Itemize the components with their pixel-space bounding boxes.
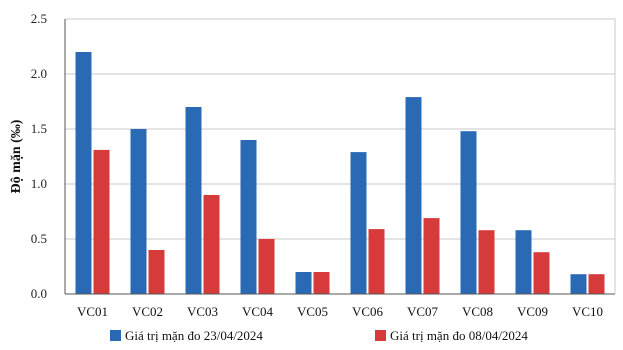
axes: 0.0 0.5 1.0 1.5 2.0 2.5 VC01 VC02 VC03 VC04 VC05 VC… bbox=[31, 11, 616, 319]
bar-vc07-series-1 bbox=[405, 97, 422, 294]
y-tick-label: 2.5 bbox=[31, 11, 47, 26]
bar-vc04-series-2 bbox=[258, 239, 275, 294]
x-tick-label: VC04 bbox=[242, 304, 274, 319]
bar-vc09-series-2 bbox=[533, 252, 550, 294]
x-tick-label: VC08 bbox=[462, 304, 493, 319]
x-tick-label: VC09 bbox=[517, 304, 548, 319]
y-tick-label: 1.0 bbox=[31, 176, 47, 191]
bar-vc05-series-2 bbox=[313, 272, 330, 294]
x-tick-label: VC07 bbox=[407, 304, 439, 319]
y-tick-label: 0.0 bbox=[31, 286, 47, 301]
bar-vc09-series-1 bbox=[515, 230, 532, 294]
x-tick-label: VC06 bbox=[352, 304, 384, 319]
y-tick-label: 2.0 bbox=[31, 66, 47, 81]
bar-vc01-series-1 bbox=[75, 52, 92, 294]
y-tick-label: 1.5 bbox=[31, 121, 47, 136]
x-tick-label: VC02 bbox=[132, 304, 163, 319]
bar-vc10-series-2 bbox=[588, 274, 605, 294]
x-tick-label: VC05 bbox=[297, 304, 328, 319]
bars bbox=[75, 52, 605, 294]
bar-vc03-series-1 bbox=[185, 107, 202, 294]
bar-vc03-series-2 bbox=[203, 195, 220, 294]
legend-swatch-series-1 bbox=[110, 330, 121, 341]
bar-vc01-series-2 bbox=[93, 149, 110, 294]
bar-vc06-series-1 bbox=[350, 152, 367, 294]
bar-vc07-series-2 bbox=[423, 218, 440, 294]
y-tick-label: 0.5 bbox=[31, 231, 47, 246]
bar-vc10-series-1 bbox=[570, 274, 587, 294]
x-tick-label: VC10 bbox=[572, 304, 603, 319]
bar-vc05-series-1 bbox=[295, 272, 312, 294]
bar-vc04-series-1 bbox=[240, 140, 257, 294]
legend-label-series-1: Giá trị mặn đo 23/04/2024 bbox=[125, 328, 263, 343]
bar-vc02-series-2 bbox=[148, 250, 165, 294]
bar-vc02-series-1 bbox=[130, 129, 147, 294]
bar-vc08-series-1 bbox=[460, 131, 477, 294]
legend-swatch-series-2 bbox=[375, 330, 386, 341]
bar-vc06-series-2 bbox=[368, 229, 385, 294]
y-axis-label: Độ mặn (‰) bbox=[9, 119, 24, 193]
grid-lines bbox=[65, 18, 615, 240]
bar-vc08-series-2 bbox=[478, 230, 495, 294]
legend-label-series-2: Giá trị mặn đo 08/04/2024 bbox=[390, 328, 528, 343]
legend: Giá trị mặn đo 23/04/2024 Giá trị mặn đo … bbox=[110, 328, 528, 343]
x-tick-label: VC01 bbox=[77, 304, 108, 319]
x-tick-label: VC03 bbox=[187, 304, 218, 319]
